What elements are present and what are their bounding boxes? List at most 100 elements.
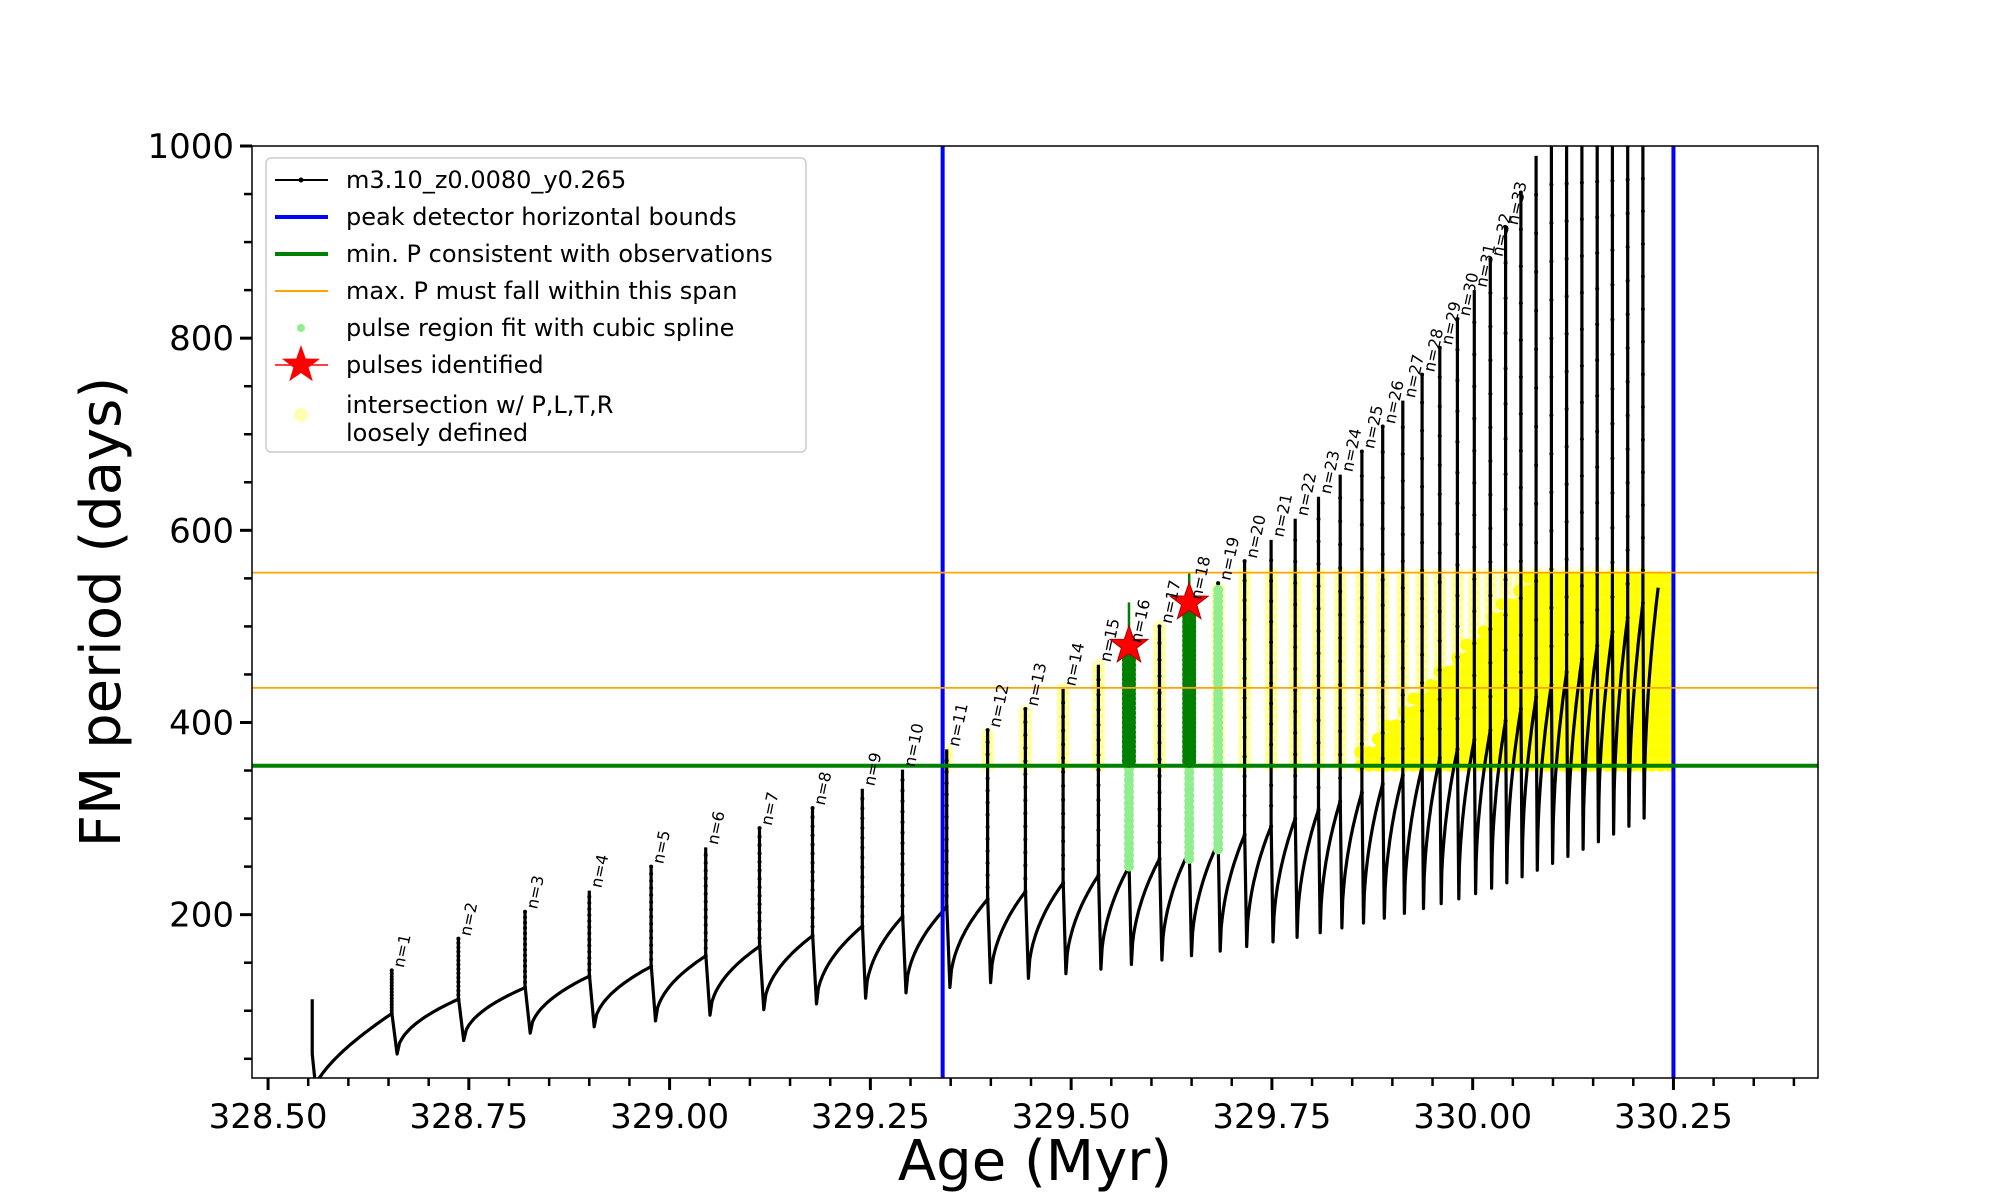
- pulse-spike-markers: [1096, 677, 1101, 878]
- intersection-point: [1460, 719, 1473, 732]
- pulse-spike-markers: [900, 778, 905, 919]
- y-tick-label: 600: [169, 511, 234, 551]
- intersection-point: [1539, 571, 1552, 584]
- intersection-point: [1654, 638, 1667, 651]
- pulse-spike-markers: [757, 826, 762, 949]
- pulse-spike-markers: [985, 728, 990, 902]
- intersection-point: [1645, 571, 1658, 584]
- pulse-identified-star-2: [1168, 580, 1210, 620]
- intersection-point: [1583, 652, 1596, 665]
- intersection-point: [1645, 746, 1658, 759]
- pulse-spike-markers: [1437, 345, 1442, 761]
- pulse-spike-markers: [1338, 495, 1343, 804]
- intersection-point: [1477, 665, 1490, 678]
- intersection-point: [1522, 705, 1535, 718]
- svg-text:min. P consistent with observa: min. P consistent with observations: [346, 240, 773, 268]
- pulse-spike-markers: [649, 864, 654, 969]
- intersection-point: [1601, 598, 1614, 611]
- x-tick-label: 328.75: [409, 1097, 528, 1137]
- intersection-point: [1477, 625, 1490, 638]
- intersection-point: [1601, 611, 1614, 624]
- intersection-point: [1363, 746, 1376, 759]
- intersection-point: [1460, 652, 1473, 665]
- pulse-spike-markers: [1610, 178, 1615, 634]
- intersection-point: [1522, 665, 1535, 678]
- intersection-point: [1522, 611, 1535, 624]
- intersection-point: [1424, 719, 1437, 732]
- pulse-spike-markers: [1503, 225, 1508, 723]
- intersection-point: [1477, 692, 1490, 705]
- intersection-point: [1628, 584, 1641, 597]
- intersection-point: [1371, 732, 1384, 745]
- pulse-spike-markers: [1472, 320, 1477, 742]
- intersection-point: [1522, 652, 1535, 665]
- intersection-point: [1504, 625, 1517, 638]
- intersection-point: [1654, 611, 1667, 624]
- intersection-point: [1539, 652, 1552, 665]
- intersection-point: [1504, 638, 1517, 651]
- intersection-point: [1645, 732, 1658, 745]
- legend-box: [265, 157, 807, 453]
- intersection-point: [1539, 611, 1552, 624]
- svg-text:peak detector horizontal bound: peak detector horizontal bounds: [346, 203, 737, 231]
- intersection-point: [1601, 584, 1614, 597]
- intersection-point: [1601, 719, 1614, 732]
- pulse-spike-markers: [1242, 559, 1247, 837]
- intersection-point: [1566, 625, 1579, 638]
- pulse-spike-markers: [1488, 257, 1493, 733]
- pulse-spike-markers: [1316, 517, 1321, 812]
- intersection-point: [1504, 732, 1517, 745]
- intersection-point: [1522, 625, 1535, 638]
- intersection-point: [1654, 665, 1667, 678]
- pulse-spike-markers: [1420, 372, 1425, 769]
- intersection-point: [1654, 746, 1667, 759]
- intersection-point: [1628, 571, 1641, 584]
- legend-item: m3.10_z0.0080_y0.265: [275, 166, 626, 194]
- intersection-point: [1601, 746, 1614, 759]
- reference-lines-layer: [252, 146, 1818, 1078]
- intersection-point: [1566, 571, 1579, 584]
- intersection-point: [1460, 638, 1473, 651]
- axes-layer: 328.50 328.75 329.00 329.25 329.50 329.75 330.…: [147, 127, 1796, 1137]
- intersection-point: [1504, 692, 1517, 705]
- intersection-point: [1477, 652, 1490, 665]
- pulse-spike-markers: [1579, 180, 1584, 662]
- pulse-spike-markers: [1380, 424, 1385, 786]
- x-tick-label: 329.25: [811, 1097, 930, 1137]
- y-tick-label: 1000: [147, 127, 234, 167]
- pulse-identified-star-1: [1108, 624, 1150, 664]
- intersection-point: [1477, 705, 1490, 718]
- intersection-point: [1522, 638, 1535, 651]
- pulse-spike-markers: [1400, 425, 1405, 778]
- legend-item: peak detector horizontal bounds: [275, 203, 737, 231]
- intersection-point: [1583, 598, 1596, 611]
- intersection-point: [1645, 719, 1658, 732]
- legend-item: pulse region fit with cubic spline: [297, 314, 734, 342]
- intersection-point: [1389, 719, 1402, 732]
- plot-frame: [251, 145, 1819, 1079]
- intersection-point: [1460, 746, 1473, 759]
- intersection-point: [1522, 584, 1535, 597]
- intersection-point: [1654, 719, 1667, 732]
- intersection-point: [1424, 692, 1437, 705]
- pulse-spike-markers: [1293, 538, 1298, 821]
- pulse-spike-markers: [1625, 146, 1630, 620]
- intersection-point: [1460, 732, 1473, 745]
- intersection-point: [1601, 732, 1614, 745]
- intersection-point: [1583, 625, 1596, 638]
- pulse-stars-layer: [1108, 580, 1210, 664]
- intersection-point: [1407, 746, 1420, 759]
- intersection-point: [1539, 638, 1552, 651]
- pulse-spike-markers: [523, 909, 528, 990]
- intersection-point: [1654, 732, 1667, 745]
- intersection-point: [1566, 638, 1579, 651]
- pulse-spike-markers: [1518, 190, 1523, 711]
- legend-item: pulses identified: [275, 345, 544, 382]
- pulse-spike-markers: [1549, 182, 1554, 687]
- intersection-point: [1442, 665, 1455, 678]
- pulse-spike-markers: [1061, 700, 1066, 885]
- svg-text:intersection w/ P,L,T,R: intersection w/ P,L,T,R: [346, 391, 613, 419]
- intersection-point: [1566, 598, 1579, 611]
- intersection-point: [1407, 732, 1420, 745]
- intersection-point: [1442, 719, 1455, 732]
